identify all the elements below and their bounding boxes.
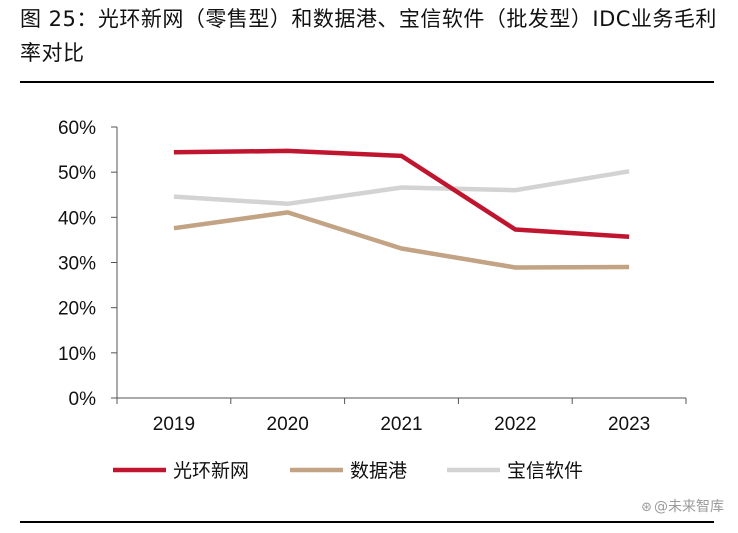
x-tick-label: 2021 [380,414,422,435]
x-tick-label: 2022 [494,414,536,435]
bottom-rule [20,521,714,523]
series-line-2 [173,210,630,270]
x-axis: 2019 2020 2021 2022 2023 [116,397,687,435]
y-tick-label: 30% [58,254,96,275]
y-tick-label: 20% [58,299,96,320]
legend: 光环新网 数据港 宝信软件 [113,460,583,482]
x-tick-label: 2023 [608,414,650,435]
figure-title: 图 25：光环新网（零售型）和数据港、宝信软件（批发型）IDC业务毛利率对比 [20,7,717,65]
x-tick-label: 2020 [267,414,309,435]
legend-label: 数据港 [350,460,407,482]
y-tick-label: 40% [58,208,96,229]
legend-label: 光环新网 [173,460,249,482]
y-tick-label: 0% [69,389,97,410]
series-line-3 [173,169,630,207]
x-tick-label: 2019 [153,414,195,435]
watermark: ⊛ @未来智库 [641,496,724,516]
y-tick-label: 10% [58,344,96,365]
legend-label: 宝信软件 [507,460,583,482]
top-rule [20,81,714,83]
watermark-text: @未来智库 [654,499,724,515]
y-axis: 0% 10% 20% 30% 40% 50% 60% [58,118,118,410]
watermark-icon: ⊛ [641,500,652,515]
series-line-1 [173,148,630,240]
y-tick-label: 50% [58,163,96,184]
series-lines [173,148,630,270]
y-tick-label: 60% [58,118,96,139]
